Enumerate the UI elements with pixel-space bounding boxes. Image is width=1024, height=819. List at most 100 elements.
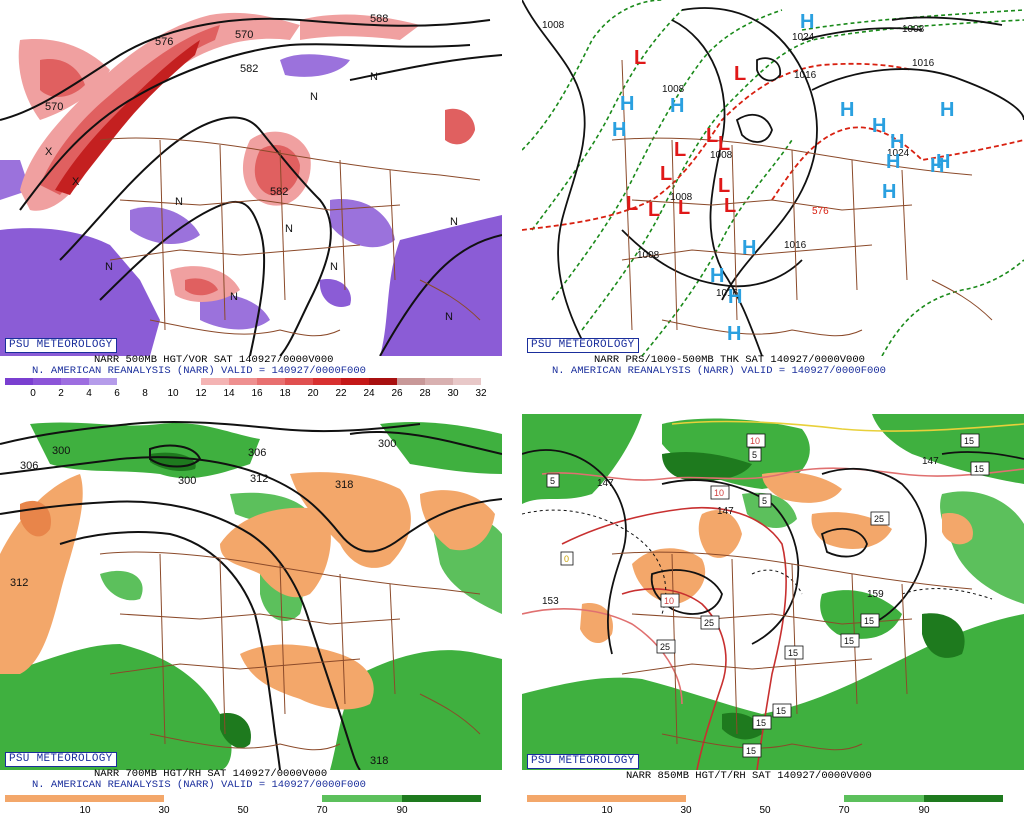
tick-label: 6 [114,388,120,399]
color-bar-ticks: 0246810121416182022242628303234 [5,388,486,402]
panel-surface-pressure-thickness: 1008 1024 1008 1016 1016 1008 1024 1008 … [522,0,1024,405]
tick-label: 20 [307,388,319,399]
valid-line: N. AMERICAN REANALYSIS (NARR) VALID = 14… [552,365,886,377]
low-pressure-marker: L [626,193,638,215]
low-pressure-marker: L [718,175,730,197]
tick-label: 10 [167,388,179,399]
color-bar-swatch [61,378,89,385]
color-bar [5,378,481,385]
tick-label: 12 [195,388,207,399]
temperature-label: 15 [864,616,874,626]
contour-label: 570 [45,101,63,113]
high-pressure-marker: H [728,286,742,308]
vorticity-map: 576 582 588 570 582 570 X N N N N N N N … [0,0,502,356]
high-pressure-marker: H [620,93,634,115]
color-bar-swatch [145,378,173,385]
contour-label: 318 [335,479,353,491]
tick-label: 22 [335,388,347,399]
panel-500mb-vorticity: 576 582 588 570 582 570 X N N N N N N N … [0,0,502,405]
temperature-label: 10 [714,488,724,498]
tick-label: 30 [680,805,692,816]
low-pressure-marker: L [734,63,746,85]
temperature-label: 25 [704,618,714,628]
vorticity-min-marker: N [445,311,453,323]
tick-label: 10 [601,805,613,816]
tick-label: 70 [316,805,328,816]
panel-700mb-rh: 306 300 306 300 312 300 318 312 318 PSU … [0,414,502,819]
color-bar-swatch [89,378,117,385]
low-pressure-marker: L [724,195,736,217]
vorticity-min-marker: N [370,71,378,83]
contour-label: 306 [248,447,266,459]
low-pressure-marker: L [706,125,718,147]
isobar-label: 1024 [887,148,910,159]
tick-label: 2 [58,388,64,399]
tick-label: 0 [30,388,36,399]
color-bar-swatch [369,378,397,385]
tick-label: 50 [237,805,249,816]
high-pressure-marker: H [886,151,900,173]
temperature-label: 10 [750,436,760,446]
color-bar-swatch [5,378,33,385]
tick-label: 4 [86,388,92,399]
psu-logo: PSU METEOROLOGY [5,338,117,353]
tick-label: 24 [363,388,375,399]
tick-label: 14 [223,388,235,399]
color-bar-swatch [33,378,61,385]
tick-label: 30 [447,388,459,399]
tick-label: 10 [79,805,91,816]
temperature-label: 10 [664,596,674,606]
color-bar-swatch [257,378,285,385]
color-bar-swatch [397,378,425,385]
title-line: NARR 850MB HGT/T/RH SAT 140927/0000V000 [626,770,872,782]
psu-logo: PSU METEOROLOGY [5,752,117,767]
isobar-label: 1016 [716,288,739,299]
temperature-label: 5 [550,476,555,486]
isobar-label: 1008 [542,20,565,31]
high-pressure-marker: H [930,155,944,177]
color-bar [527,795,1003,802]
temperature-label: 15 [788,648,798,658]
vorticity-min-marker: N [175,196,183,208]
high-pressure-marker: H [940,99,954,121]
temperature-label: 15 [974,464,984,474]
high-pressure-marker: H [742,237,756,259]
temperature-label: 0 [564,554,569,564]
tick-label: 70 [838,805,850,816]
low-pressure-marker: L [660,163,672,185]
high-pressure-marker: H [872,115,886,137]
color-bar-swatch [341,378,369,385]
low-pressure-marker: L [678,197,690,219]
thickness-label: 576 [812,206,829,217]
vorticity-min-marker: N [450,216,458,228]
valid-line: N. AMERICAN REANALYSIS (NARR) VALID = 14… [32,779,366,791]
title-line: NARR PRS/1000-500MB THK SAT 140927/0000V… [594,354,865,366]
tick-label: 16 [251,388,263,399]
tick-label: 50 [759,805,771,816]
temperature-label: 5 [752,450,757,460]
high-pressure-marker: H [612,119,626,141]
contour-label: 570 [235,29,253,41]
contour-label: 312 [10,577,28,589]
psu-logo: PSU METEOROLOGY [527,754,639,769]
contour-label: 582 [270,186,288,198]
color-bar-swatch [229,378,257,385]
vorticity-max-marker: X [72,176,80,188]
contour-label: 153 [542,596,559,607]
tick-label: 26 [391,388,403,399]
tick-label: 32 [475,388,487,399]
color-bar-swatch [453,378,481,385]
rh850-map: 147 147 153 159 147 10 10 5 5 0 5 10 25 25 25 15 15… [522,414,1024,770]
tick-label: 18 [279,388,291,399]
tick-label: 90 [918,805,930,816]
color-bar [5,795,481,802]
rh700-map: 306 300 306 300 312 300 318 312 318 [0,414,502,770]
color-bar-swatch [425,378,453,385]
contour-label: 147 [717,506,734,517]
tick-label: 28 [419,388,431,399]
isobar-label: 1024 [792,32,815,43]
tick-label: 8 [142,388,148,399]
vorticity-max-marker: X [45,146,53,158]
vorticity-min-marker: N [230,291,238,303]
contour-label: 300 [378,438,396,450]
